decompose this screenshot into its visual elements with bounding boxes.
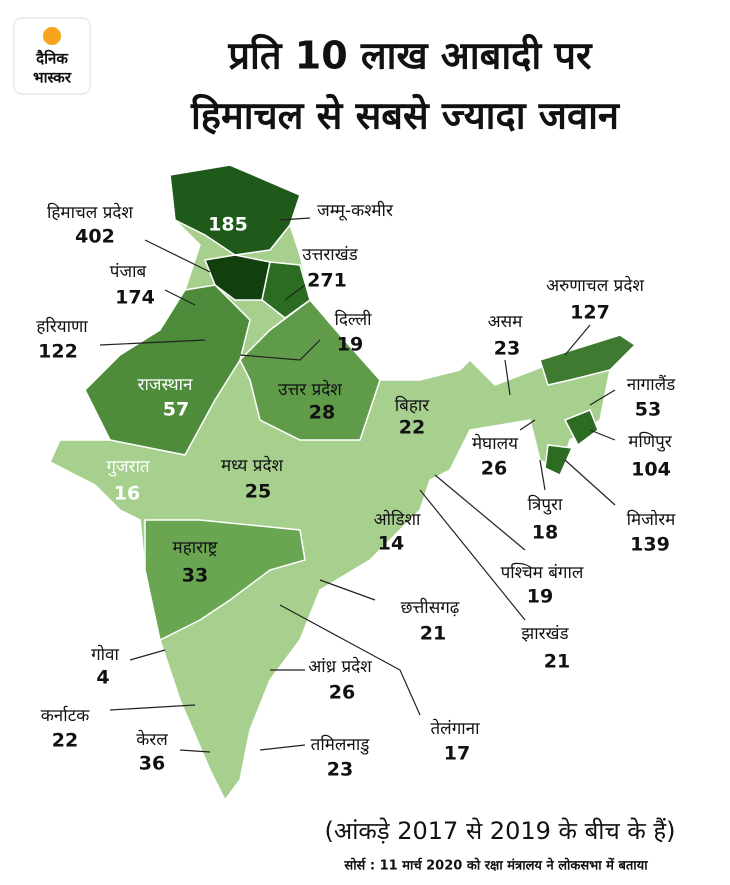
state-name: अरुणाचल प्रदेश xyxy=(546,275,644,296)
state-name: मणिपुर xyxy=(628,431,673,452)
state-name: असम xyxy=(488,312,523,332)
state-value: 104 xyxy=(631,459,671,481)
state-name: मध्य प्रदेश xyxy=(221,455,284,476)
state-value: 33 xyxy=(182,565,208,587)
state-shape xyxy=(544,444,574,477)
leader-line xyxy=(434,474,526,551)
state-value: 26 xyxy=(329,682,355,704)
leader-line xyxy=(519,419,536,431)
state-value: 53 xyxy=(635,399,661,421)
logo: दैनिक भास्कर xyxy=(13,17,91,95)
state-value: 16 xyxy=(114,483,140,505)
note: (आंकड़े 2017 से 2019 के बीच के हैं) xyxy=(324,817,675,845)
state-name: केरल xyxy=(136,729,168,750)
state-name: महाराष्ट्र xyxy=(173,538,219,558)
state-shape xyxy=(169,164,301,256)
state-value: 23 xyxy=(494,338,520,360)
leader-line xyxy=(279,217,311,221)
leader-line xyxy=(279,604,421,716)
state-name: ओडिशा xyxy=(374,509,421,530)
state-name: पश्चिम बंगाल xyxy=(501,562,584,583)
state-shape xyxy=(261,261,311,319)
state-value: 17 xyxy=(444,743,470,765)
state-name: राजस्थान xyxy=(138,375,194,395)
state-name: पंजाब xyxy=(110,262,147,282)
state-value: 28 xyxy=(309,402,335,424)
state-value: 26 xyxy=(481,458,507,480)
state-name: कर्नाटक xyxy=(41,705,90,726)
state-value: 14 xyxy=(378,533,404,555)
state-value: 36 xyxy=(139,753,165,775)
state-name: मेघालय xyxy=(472,433,519,454)
state-value: 57 xyxy=(163,399,189,421)
state-value: 21 xyxy=(544,651,570,673)
india-map xyxy=(49,164,637,802)
state-name: तेलंगाना xyxy=(430,718,480,739)
leader-lines xyxy=(99,217,616,753)
state-value: 185 xyxy=(208,214,248,236)
logo-text: दैनिक xyxy=(35,50,69,68)
leader-line xyxy=(284,284,306,301)
leader-line xyxy=(144,239,211,273)
state-name: नागालैंड xyxy=(627,374,676,395)
state-value: 4 xyxy=(96,667,109,689)
state-shape xyxy=(84,284,251,456)
leader-line xyxy=(319,579,376,601)
leader-line xyxy=(564,459,616,506)
logo-box xyxy=(13,17,91,95)
leader-line xyxy=(564,324,591,356)
state-name: उत्तर प्रदेश xyxy=(278,379,342,400)
title: हिमाचल से सबसे ज्यादा जवान xyxy=(190,94,621,138)
state-name: झारखंड xyxy=(521,624,569,644)
state-name: गोवा xyxy=(91,644,119,665)
state-name: तमिलनाडु xyxy=(311,734,371,755)
state-name: गुजरात xyxy=(106,457,150,477)
leader-line xyxy=(539,459,546,491)
title: प्रति 10 लाख आबादी पर xyxy=(227,34,593,78)
leader-line xyxy=(504,359,511,396)
state-value: 25 xyxy=(245,481,271,503)
state-name: बिहार xyxy=(395,395,431,416)
leader-line xyxy=(259,744,306,751)
leader-line xyxy=(239,339,321,361)
state-value: 402 xyxy=(75,226,115,248)
source: सोर्स : 11 मार्च 2020 को रक्षा मंत्रालय … xyxy=(343,858,648,874)
leader-line xyxy=(129,649,166,661)
state-name: त्रिपुरा xyxy=(528,494,563,515)
state-value: 122 xyxy=(38,341,78,363)
state-shape xyxy=(539,334,637,386)
state-name: दिल्ली xyxy=(334,309,372,330)
state-value: 23 xyxy=(327,759,353,781)
state-value: 271 xyxy=(307,270,347,292)
state-labels: हिमाचल प्रदेश 402 जम्मू-कश्मीर 185 उत्तराखंड… xyxy=(36,200,676,781)
state-shape xyxy=(144,519,306,642)
leader-line xyxy=(109,704,196,711)
leader-line xyxy=(589,429,616,441)
state-value: 22 xyxy=(52,730,78,752)
state-name: हरियाणा xyxy=(36,316,88,337)
logo-text: भास्कर xyxy=(33,69,72,87)
state-value: 19 xyxy=(337,334,363,356)
leader-line xyxy=(419,489,526,621)
state-name: छत्तीसगढ़ xyxy=(401,597,460,618)
state-name: हिमाचल प्रदेश xyxy=(47,202,133,223)
state-value: 174 xyxy=(115,287,155,309)
state-value: 18 xyxy=(532,522,558,544)
logo-sun xyxy=(43,27,61,45)
state-shape xyxy=(563,409,599,447)
leader-line xyxy=(179,749,211,753)
state-value: 127 xyxy=(570,302,610,324)
leader-line xyxy=(99,339,206,346)
state-name: मिजोरम xyxy=(627,509,677,530)
state-value: 139 xyxy=(630,534,670,556)
leader-line xyxy=(589,389,616,406)
state-value: 19 xyxy=(527,586,553,608)
state-value: 22 xyxy=(399,417,425,439)
state-name: जम्मू-कश्मीर xyxy=(317,200,394,221)
state-name: उत्तराखंड xyxy=(302,245,358,265)
leader-line xyxy=(164,289,196,306)
state-name: आंध्र प्रदेश xyxy=(308,656,372,677)
state-value: 21 xyxy=(420,623,446,645)
